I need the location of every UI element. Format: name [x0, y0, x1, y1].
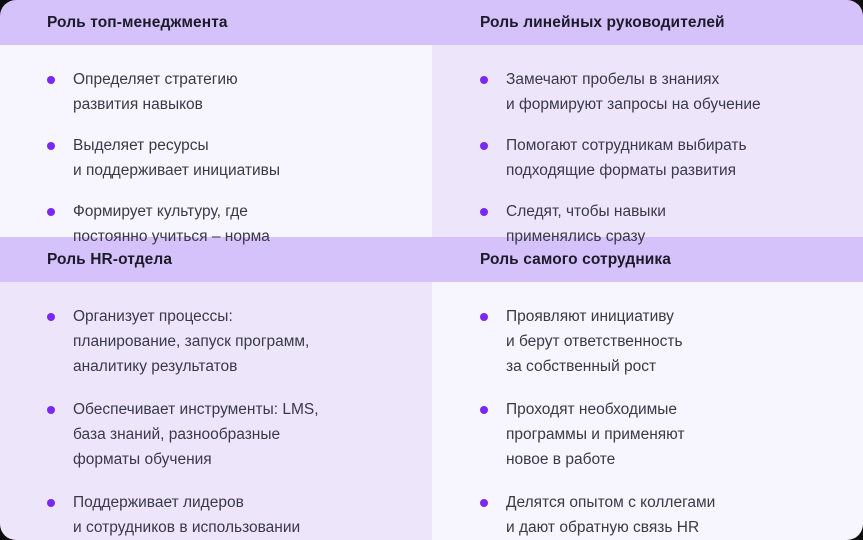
list-item: Формирует культуру, где постоянно учитьс…	[47, 199, 402, 249]
header-band-bottom: Роль HR-отдела Роль самого сотрудника	[0, 237, 863, 282]
panel-employee: Проявляют инициативу и берут ответственн…	[432, 282, 863, 540]
quadrant-title-line-managers: Роль линейных руководителей	[480, 13, 725, 31]
header-cell-line-managers: Роль линейных руководителей	[432, 0, 863, 45]
list-item: Обеспечивает инструменты: LMS, база знан…	[47, 397, 402, 472]
bullet-list-employee: Проявляют инициативу и берут ответственн…	[480, 304, 845, 540]
panel-line-managers: Замечают пробелы в знаниях и формируют з…	[432, 45, 863, 245]
roles-row-top: Роль топ-менеджмента Роль линейных руков…	[0, 0, 863, 245]
panel-top-management: Определяет стратегию развития навыков Вы…	[0, 45, 432, 245]
bullet-list-line-managers: Замечают пробелы в знаниях и формируют з…	[480, 67, 845, 249]
header-cell-employee: Роль самого сотрудника	[432, 237, 863, 282]
bullet-list-top-management: Определяет стратегию развития навыков Вы…	[47, 67, 402, 249]
quadrant-title-top-management: Роль топ-менеджмента	[47, 13, 228, 31]
roles-row-bottom: Роль HR-отдела Роль самого сотрудника Ор…	[0, 237, 863, 540]
header-band-top: Роль топ-менеджмента Роль линейных руков…	[0, 0, 863, 45]
list-item: Делятся опытом с коллегами и дают обратн…	[480, 490, 845, 540]
header-cell-top-management: Роль топ-менеджмента	[0, 0, 432, 45]
header-cell-hr-department: Роль HR-отдела	[0, 237, 432, 282]
panels-top: Определяет стратегию развития навыков Вы…	[0, 45, 863, 245]
list-item: Проходят необходимые программы и применя…	[480, 397, 845, 472]
list-item: Следят, чтобы навыки применялись сразу	[480, 199, 845, 249]
bullet-list-hr-department: Организует процессы: планирование, запус…	[47, 304, 402, 540]
list-item: Поддерживает лидеров и сотрудников в исп…	[47, 490, 402, 540]
list-item: Определяет стратегию развития навыков	[47, 67, 402, 117]
list-item: Выделяет ресурсы и поддерживает инициати…	[47, 133, 402, 183]
list-item: Организует процессы: планирование, запус…	[47, 304, 402, 379]
list-item: Помогают сотрудникам выбирать подходящие…	[480, 133, 845, 183]
list-item: Замечают пробелы в знаниях и формируют з…	[480, 67, 845, 117]
list-item: Проявляют инициативу и берут ответственн…	[480, 304, 845, 379]
quadrant-title-hr-department: Роль HR-отдела	[47, 250, 173, 268]
quadrant-title-employee: Роль самого сотрудника	[480, 250, 672, 268]
panels-bottom: Организует процессы: планирование, запус…	[0, 282, 863, 540]
panel-hr-department: Организует процессы: планирование, запус…	[0, 282, 432, 540]
